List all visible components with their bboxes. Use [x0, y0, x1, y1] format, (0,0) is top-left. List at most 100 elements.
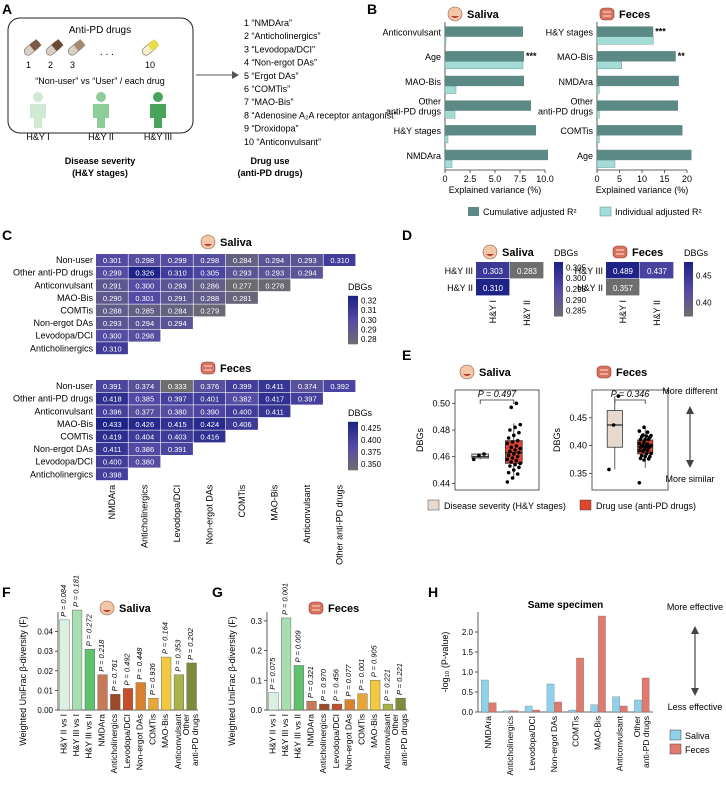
cell-value: 0.293 — [103, 319, 122, 328]
chart-title: Feces — [220, 363, 251, 375]
pill-icon — [23, 39, 42, 56]
individual-bar — [444, 61, 524, 70]
pill-number: 10 — [145, 60, 155, 70]
individual-bar — [596, 36, 654, 45]
col-label: Levodopa/DCI — [172, 485, 182, 543]
heatmap-cell — [128, 291, 161, 304]
bar — [268, 692, 279, 711]
bar — [84, 649, 95, 711]
heatmap-cell — [640, 262, 674, 279]
cell-value: 0.288 — [103, 306, 122, 315]
legend-gradient-step — [684, 286, 693, 290]
heatmap-cell — [510, 262, 544, 279]
legend-gradient-step — [684, 270, 693, 274]
legend-gradient-step — [348, 424, 358, 428]
col-label: Anticholinergics — [140, 484, 150, 548]
cell-value: 0.284 — [233, 256, 252, 265]
mouth-shape — [103, 610, 111, 612]
legend-gradient-step — [554, 291, 563, 295]
category-label: Levodopa/DCI — [122, 714, 132, 768]
person-icon — [93, 92, 109, 128]
row-label: Levodopa/DCI — [35, 331, 93, 341]
heatmap-cell — [291, 380, 323, 392]
arrow-down-icon — [686, 460, 694, 468]
cell-value: 0.489 — [613, 267, 634, 276]
bar-p-value: P = 0.272 — [84, 613, 93, 646]
cell-value: 0.357 — [613, 284, 634, 293]
cell-value: 0.411 — [266, 382, 284, 391]
cell-value: 0.277 — [233, 281, 252, 290]
anti-pd-title: Anti-PD drugs — [69, 25, 131, 36]
legend-gradient-step — [554, 299, 563, 303]
cell-value: 0.397 — [298, 395, 317, 404]
data-point — [644, 452, 649, 456]
heatmap-cell — [161, 430, 193, 443]
legend-gradient-step — [684, 289, 693, 293]
cell-value: 0.291 — [168, 294, 187, 303]
data-point — [505, 480, 510, 484]
cell-value: 0.310 — [103, 344, 122, 353]
cell-value: 0.293 — [298, 256, 317, 265]
y-axis-label: DBGs — [552, 428, 562, 453]
data-point — [638, 456, 643, 461]
drug-list-item: 4 “Non-ergot DAs” — [244, 58, 317, 68]
cell-value: 0.284 — [168, 306, 187, 315]
data-point — [517, 450, 521, 455]
legend-gradient-step — [348, 453, 358, 456]
heatmap-cell — [96, 380, 128, 392]
heatmap-cell — [226, 392, 258, 405]
category-label: Other — [632, 716, 642, 737]
category-label: Age — [577, 151, 593, 161]
category-label: NMDAra — [558, 77, 593, 87]
data-point — [643, 454, 647, 459]
heatmap-cell — [226, 405, 258, 418]
data-point — [616, 394, 621, 398]
legend-gradient-step — [348, 317, 358, 321]
data-point — [642, 425, 646, 430]
cell-value: 0.376 — [200, 382, 219, 391]
pill-number: 3 — [70, 60, 75, 70]
cumulative-bar — [445, 26, 523, 37]
drug-list-item: 5 “Ergot DAs” — [244, 71, 299, 81]
y-tick-label: 0.3 — [251, 617, 263, 626]
bar-p-value: P = 0.492 — [123, 653, 132, 686]
data-point — [639, 453, 644, 458]
row-label: COMTis — [60, 305, 93, 315]
saliva-bar — [503, 710, 511, 713]
data-point — [514, 444, 519, 448]
data-point — [642, 440, 646, 445]
data-point — [649, 433, 653, 438]
heatmap-cell — [96, 329, 128, 342]
cumulative-bar — [445, 51, 524, 62]
heatmap-cell — [258, 392, 291, 405]
bar-p-value: P = 0.001 — [357, 659, 366, 691]
cell-value: 0.278 — [265, 281, 284, 290]
data-point — [509, 460, 514, 464]
row-label: H&Y III — [575, 266, 603, 276]
category-label: Anticonvulsant — [173, 713, 183, 769]
mouth-shape — [451, 16, 459, 18]
legend-individual: Individual adjusted R² — [615, 207, 702, 217]
cumulative-bar — [597, 51, 676, 62]
bar — [72, 609, 83, 711]
bar — [293, 665, 304, 711]
heatmap-cell — [96, 342, 128, 355]
bar — [59, 619, 70, 711]
category-label: anti-PD drugs — [538, 107, 594, 117]
drug-list-item: 2 “Anticholinergics” — [244, 31, 321, 41]
heatmap-cell — [161, 266, 193, 279]
legend-gradient-step — [554, 262, 563, 266]
bar-p-value: P = 0.448 — [135, 647, 144, 680]
legend-gradient-step — [348, 310, 358, 314]
bar — [281, 617, 292, 711]
cell-value: 0.397 — [168, 395, 187, 404]
data-point — [515, 454, 520, 459]
row-label: Anticholinergics — [30, 469, 94, 479]
row-label: Non-user — [56, 381, 93, 391]
data-point — [518, 446, 523, 451]
legend-tick-label: 0.29 — [361, 325, 377, 334]
legend-gradient-step — [348, 300, 358, 304]
col-label: H&Y I — [618, 300, 628, 323]
category-label: Anticonvulsant — [382, 713, 392, 769]
